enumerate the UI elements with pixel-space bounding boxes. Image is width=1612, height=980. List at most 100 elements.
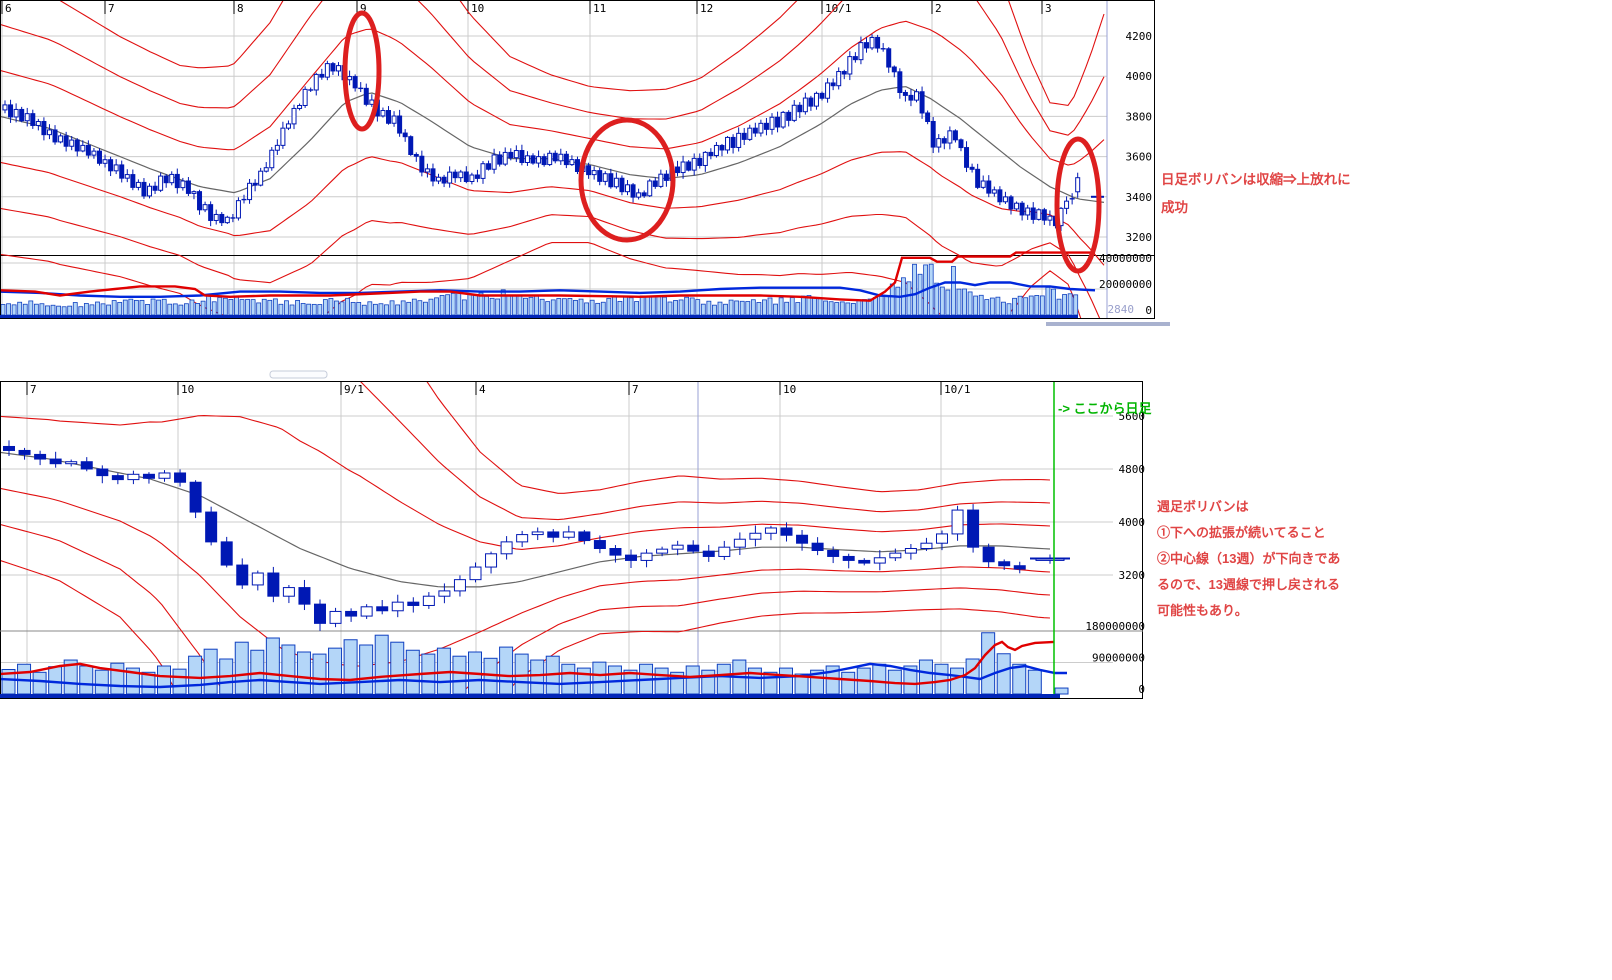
volume-bar [78, 306, 84, 316]
volume-bar [195, 303, 200, 316]
volume-bar [1054, 687, 1069, 695]
volume-bar [350, 301, 356, 316]
volume-bar [773, 303, 778, 316]
volume-ma-red [1, 251, 1095, 302]
candle-body [725, 136, 731, 151]
candle-body [969, 166, 975, 170]
volume-bar [934, 282, 940, 316]
volume-bar [322, 299, 328, 316]
volume-bar [272, 298, 278, 316]
price-tick-label: 3400 [1126, 191, 1153, 204]
candle-body [80, 144, 86, 152]
candle-body [1047, 215, 1053, 221]
volume-bar [600, 301, 606, 316]
candle-body [397, 115, 403, 134]
candle-body [873, 557, 886, 564]
highlight-ellipse [1054, 136, 1102, 274]
volume-bar [33, 303, 39, 316]
cursor-value-readout: 2840 [1107, 303, 1135, 316]
volume-bar [995, 296, 1001, 316]
bollinger-band--1 [1, 151, 1105, 266]
volume-bar [156, 299, 162, 316]
weekly-chart[interactable]: 7 10 9/1 4 7 10 10/1 5600 4800 4000 3200 180000000 9… [0, 209, 1145, 872]
weekly-annotation-line5: 可能性もあり。 [1157, 603, 1248, 618]
candle-body [797, 104, 803, 113]
scrollbar-shadow[interactable] [1046, 322, 1170, 326]
candle-body [519, 150, 525, 164]
candle-body [747, 127, 753, 140]
candle-body [647, 180, 653, 197]
volume-bar [359, 644, 374, 695]
candle-body [430, 168, 436, 182]
candle-body [1019, 202, 1025, 216]
volume-bar [823, 300, 828, 316]
candle-body [758, 122, 764, 134]
candle-body [680, 161, 686, 174]
volume-bar [428, 298, 434, 316]
price-tick-label: 4800 [1119, 463, 1146, 476]
volume-bar [996, 653, 1011, 695]
volume-bar [623, 295, 628, 316]
candle-body [730, 136, 736, 148]
volume-bar [567, 298, 573, 316]
volume-bar [22, 303, 28, 316]
x-tick-label: 9/1 [344, 383, 364, 396]
candle-body [69, 139, 75, 147]
candle-body [408, 136, 414, 155]
volume-bar [61, 306, 67, 316]
candle-body [919, 91, 925, 114]
volume-bar [56, 305, 61, 316]
x-tick-label: 10/1 [825, 2, 852, 15]
volume-bar [145, 304, 150, 316]
candle-body [282, 587, 295, 597]
candle-body [920, 542, 933, 550]
volume-bar [328, 647, 343, 695]
daily-chart[interactable]: 6 7 8 9 10 11 12 10/1 2 3 4200 4000 3800 3600 3400 3200… [0, 0, 1155, 391]
candle-body [713, 144, 719, 157]
volume-bar [656, 295, 662, 316]
volume-bar [745, 301, 751, 316]
candle-body [624, 184, 630, 193]
volume-bar [845, 302, 851, 316]
candle-body [402, 132, 408, 138]
candle-body [41, 121, 47, 136]
volume-bar [584, 302, 589, 316]
volume-bar [872, 663, 887, 695]
candle-body [65, 461, 78, 465]
x-tick-label: 7 [108, 2, 115, 15]
bollinger-center-line [1, 451, 1051, 588]
candle-body [49, 458, 62, 465]
volume-bar [728, 299, 734, 316]
bollinger-band-1 [1, 415, 1051, 550]
candle-body [500, 541, 513, 555]
volume-bar [400, 300, 406, 316]
candle-body [558, 153, 564, 162]
candle-body [513, 150, 519, 159]
candle-body [24, 113, 30, 122]
x-tick-label: 10/1 [944, 383, 971, 396]
candle-body [453, 579, 466, 592]
candle-body [119, 164, 125, 179]
volume-bar [206, 295, 212, 316]
volume-bar [200, 300, 206, 316]
x-tick-label: 6 [5, 2, 12, 15]
candle-body [780, 527, 793, 536]
candle-body [424, 168, 430, 173]
candle-body [267, 572, 280, 597]
candle-body [419, 155, 425, 173]
candle-body [458, 171, 464, 179]
bollinger-band-2 [360, 382, 1051, 521]
candle-body [74, 139, 80, 152]
x-tick-label: 7 [30, 383, 37, 396]
volume-bar [578, 298, 584, 316]
volume-bar [800, 295, 806, 316]
volume-bar [281, 644, 296, 695]
candle-body [813, 92, 819, 107]
candle-body [302, 88, 308, 106]
candle-body [491, 154, 497, 170]
volume-bar [967, 291, 973, 316]
candle-body [46, 129, 52, 136]
volume-bar [89, 304, 95, 316]
